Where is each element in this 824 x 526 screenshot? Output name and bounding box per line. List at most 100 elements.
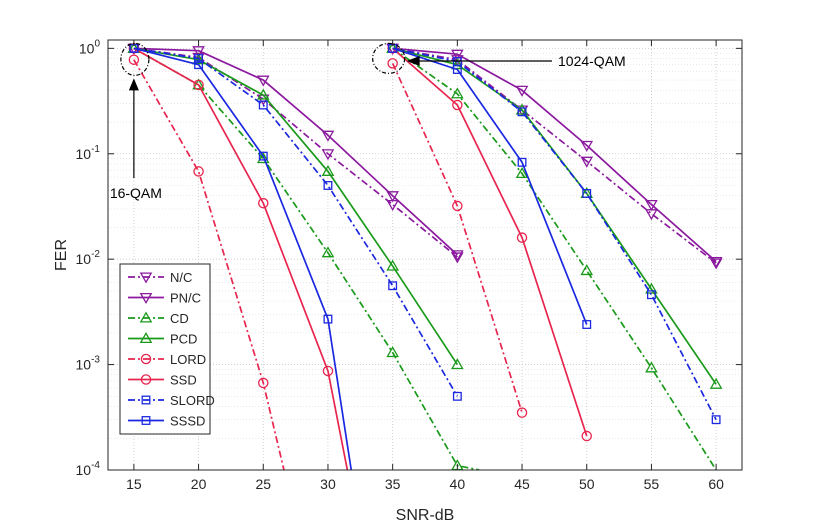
y-tick-label: 10-3: [76, 355, 101, 373]
data-point-pn-c: [192, 46, 205, 58]
data-point-lord: [193, 166, 204, 177]
legend-item-ssd: SSD: [128, 373, 197, 388]
data-point-lord: [128, 54, 140, 65]
data-point-slord: [258, 100, 268, 110]
data-point-pcd: [515, 103, 529, 115]
legend-item-slord: SLORD: [128, 393, 215, 408]
x-tick-label: 50: [579, 476, 595, 492]
data-point-slord: [194, 54, 204, 64]
legend-marker-lord: [140, 353, 152, 365]
arrowhead-16qam: [128, 78, 139, 91]
x-tick-label: 35: [385, 476, 401, 492]
legend-item-sssd: SSSD: [128, 414, 205, 429]
data-point-cd: [386, 346, 399, 358]
data-point-cd: [515, 166, 529, 179]
legend-item-pcd: PCD: [128, 332, 197, 347]
x-tick-label: 30: [320, 476, 336, 492]
data-point-pn-c: [515, 85, 529, 97]
y-axis-label: FER: [53, 239, 70, 271]
series-line-slord: [133, 47, 459, 397]
series-line-sssd: [133, 47, 353, 470]
legend-marker-slord: [141, 395, 151, 405]
data-point-pn-c: [645, 199, 658, 212]
series-line-pcd: [133, 47, 459, 366]
data-point-pcd: [256, 88, 270, 100]
x-axis-label: SNR-dB: [396, 507, 455, 524]
data-point-cd: [580, 264, 594, 276]
data-point-cd: [451, 87, 464, 99]
series-line-cd: [392, 47, 717, 470]
series-line-ssd: [392, 47, 588, 437]
data-point-sssd: [582, 320, 592, 329]
data-point-n-c: [580, 156, 594, 168]
legend-box: [119, 263, 211, 435]
annotation-circle-16qam: [120, 42, 150, 76]
legend-marker-ssd: [140, 374, 152, 385]
series-line-ssd: [133, 47, 349, 470]
legend-label-cd: CD: [170, 311, 189, 326]
legend-item-lord: LORD: [128, 352, 206, 367]
x-tick-label: 60: [708, 476, 724, 492]
data-point-ssd: [516, 232, 528, 243]
y-tick-label: 100: [79, 38, 101, 56]
data-point-pcd: [386, 259, 399, 271]
data-point-slord: [452, 391, 462, 401]
data-point-ssd: [258, 197, 269, 209]
arrowhead-1024qam: [406, 56, 420, 66]
series-line-pn-c: [133, 47, 458, 256]
x-tick-label: 15: [126, 476, 142, 492]
data-point-slord: [323, 181, 333, 190]
data-point-n-c: [321, 149, 335, 161]
data-point-pcd: [192, 53, 205, 65]
data-point-pcd: [451, 58, 464, 70]
y-tick-label: 10-2: [76, 249, 101, 267]
series-slord: [129, 43, 721, 425]
data-point-pn-c: [386, 191, 399, 203]
legend-marker-cd: [139, 311, 153, 323]
series-line-pn-c: [392, 47, 717, 263]
annotation-1024qam-label: 1024-QAM: [558, 53, 626, 69]
legend-label-sssd: SSSD: [170, 414, 205, 429]
data-point-sssd: [194, 60, 204, 70]
legend-marker-pn-c: [139, 292, 153, 305]
x-tick-label: 20: [191, 476, 207, 492]
data-point-ssd: [193, 79, 204, 91]
series-line-lord: [133, 59, 285, 470]
data-point-ssd: [581, 430, 592, 442]
data-point-sssd: [517, 157, 527, 167]
data-point-n-c: [451, 252, 464, 264]
legend-item-n-c: N/C: [128, 270, 192, 285]
legend-item-cd: CD: [128, 311, 189, 326]
data-point-cd: [645, 361, 658, 373]
data-point-slord: [646, 290, 656, 300]
y-tick-label: 10-1: [76, 144, 101, 162]
data-point-lord: [452, 200, 463, 212]
data-point-slord: [388, 281, 398, 291]
data-point-pn-c: [709, 256, 723, 269]
data-point-sssd: [323, 314, 333, 324]
data-point-pn-c: [451, 49, 464, 61]
annotation-circle-1024qam: [372, 42, 406, 74]
x-tick-label: 55: [644, 476, 660, 492]
series-line-n-c: [392, 47, 717, 264]
legend-label-ssd: SSD: [170, 373, 197, 388]
series-lord: [128, 54, 528, 470]
legend-marker-pcd: [139, 331, 153, 344]
x-tick-label: 25: [255, 476, 271, 492]
data-point-sssd: [258, 151, 268, 161]
legend-label-pn-c: PN/C: [170, 291, 201, 306]
data-point-lord: [387, 58, 398, 69]
plot-frame: [107, 39, 743, 471]
x-tick-label: 45: [514, 476, 530, 492]
legend-label-pcd: PCD: [170, 332, 197, 347]
data-point-sssd: [452, 65, 462, 74]
data-point-lord: [516, 407, 528, 418]
data-point-pcd: [451, 358, 464, 370]
data-point-pn-c: [321, 130, 335, 142]
legend-marker-n-c: [139, 272, 153, 284]
legend-marker-sssd: [141, 416, 151, 425]
data-point-pn-c: [256, 75, 270, 87]
data-point-pcd: [645, 282, 658, 294]
legend-label-slord: SLORD: [170, 393, 215, 408]
